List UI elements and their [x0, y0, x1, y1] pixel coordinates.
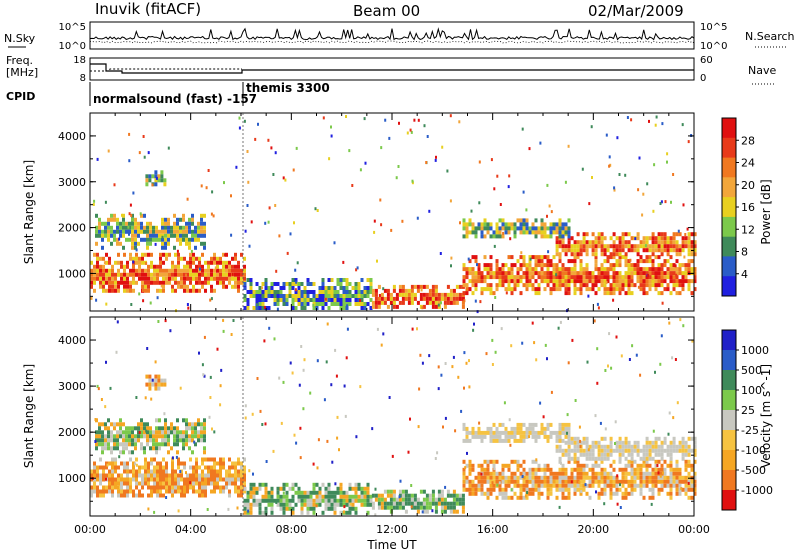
nave-label: Nave: [748, 64, 776, 77]
colorbar-segment: [722, 118, 736, 139]
velocity-heatmap: [90, 318, 697, 517]
nave-trace: [90, 68, 242, 72]
colorbar-segment: [722, 330, 736, 351]
y-tick-label: 1000: [58, 472, 86, 485]
nsky-tick-high: 10^5: [59, 22, 86, 33]
y-tick-label: 4000: [58, 334, 86, 347]
colorbar-segment: [722, 256, 736, 277]
colorbar-tick-label: -100: [741, 444, 766, 457]
nave-tick-low: 0: [700, 73, 706, 84]
freq-label: Freq.: [6, 54, 33, 67]
freq-panel-frame: [89, 57, 695, 81]
y-tick-label: 2000: [58, 222, 86, 235]
colorbar-tick-label: 16: [741, 201, 755, 214]
colorbar-tick-label: -500: [741, 464, 766, 477]
colorbar-segment: [722, 430, 736, 451]
x-tick-label: 20:00: [577, 523, 609, 536]
colorbar-tick-label: 500: [741, 364, 762, 377]
colorbar-tick-label: 25: [741, 404, 755, 417]
colorbar-segment: [722, 197, 736, 218]
beam-title: Beam 00: [353, 2, 420, 20]
freq-trace: [90, 63, 694, 74]
colorbar-segment: [722, 390, 736, 411]
colorbar-segment: [722, 470, 736, 491]
colorbar-segment: [722, 276, 736, 297]
y-tick-label: 4000: [58, 130, 86, 143]
y-tick-label: 1000: [58, 267, 86, 280]
nave-tick-high: 60: [700, 55, 713, 66]
freq-tick-high: 18: [73, 55, 86, 66]
nsearch-label: N.Search: [745, 30, 795, 43]
cpid-mode-2: themis 3300: [246, 81, 330, 95]
noise-panel-frame: [89, 21, 695, 50]
colorbar-segment: [722, 157, 736, 178]
nsearch-tick-low: 10^0: [700, 41, 727, 52]
colorbar-segment: [722, 410, 736, 431]
nsky-label: N.Sky: [4, 32, 36, 45]
power-axes: 1000 2000 3000 4000: [58, 113, 695, 311]
colorbar-tick-label: 1000: [741, 344, 769, 357]
x-tick-label: 04:00: [175, 523, 207, 536]
freq-unit-label: [MHz]: [6, 66, 38, 79]
colorbar-segment: [722, 490, 736, 511]
colorbar-tick-label: 28: [741, 134, 755, 147]
time-axis-label: Time UT: [366, 538, 417, 552]
colorbar-tick-label: -25: [741, 424, 759, 437]
nsky-tick-low: 10^0: [59, 41, 86, 52]
cpid-label: CPID: [6, 90, 35, 103]
station-title: Inuvik (fitACF): [95, 0, 201, 18]
nsearch-tick-high: 10^5: [700, 22, 727, 33]
freq-tick-low: 8: [80, 73, 86, 84]
x-tick-label: 16:00: [477, 523, 509, 536]
y-tick-label: 2000: [58, 426, 86, 439]
colorbar-segment: [722, 177, 736, 198]
velocity-ylabel: Slant Range [km]: [22, 364, 36, 468]
x-tick-label: 08:00: [275, 523, 307, 536]
y-tick-label: 3000: [58, 380, 86, 393]
colorbar-segment: [722, 450, 736, 471]
colorbar-segment: [722, 370, 736, 391]
colorbar-tick-label: 100: [741, 384, 762, 397]
x-tick-label: 12:00: [376, 523, 408, 536]
x-tick-label: 00:00: [678, 523, 710, 536]
colorbar-segment: [722, 137, 736, 159]
date-title: 02/Mar/2009: [588, 2, 684, 20]
x-tick-label: 00:00: [74, 523, 106, 536]
colorbar-segment: [722, 236, 736, 257]
colorbar-tick-label: 24: [741, 157, 755, 170]
power-colorbar: 28 24 20 16 12 8 4: [721, 117, 755, 297]
velocity-axes: 1000 2000 3000 4000: [58, 317, 695, 516]
colorbar-tick-label: 20: [741, 179, 755, 192]
colorbar-tick-label: 4: [741, 268, 748, 281]
y-tick-label: 3000: [58, 176, 86, 189]
colorbar-segment: [722, 350, 736, 371]
cpid-mode-1: normalsound (fast) -157: [93, 92, 257, 106]
velocity-colorbar: 1000 500 100 25 -25 -100 -500 -1000: [721, 329, 773, 511]
noise-trace: [89, 27, 695, 44]
velocity-colorbar-label: Velocity [m s^-1]: [759, 364, 773, 468]
time-tick-labels: 00:00 04:00 08:00 12:00 16:00 20:00 00:00: [74, 523, 710, 536]
colorbar-tick-label: 8: [741, 246, 748, 259]
colorbar-tick-label: -1000: [741, 484, 773, 497]
colorbar-segment: [722, 216, 736, 238]
power-ylabel: Slant Range [km]: [22, 160, 36, 264]
colorbar-tick-label: 12: [741, 223, 755, 236]
power-heatmap: [90, 114, 697, 314]
power-colorbar-label: Power [dB]: [759, 179, 773, 244]
